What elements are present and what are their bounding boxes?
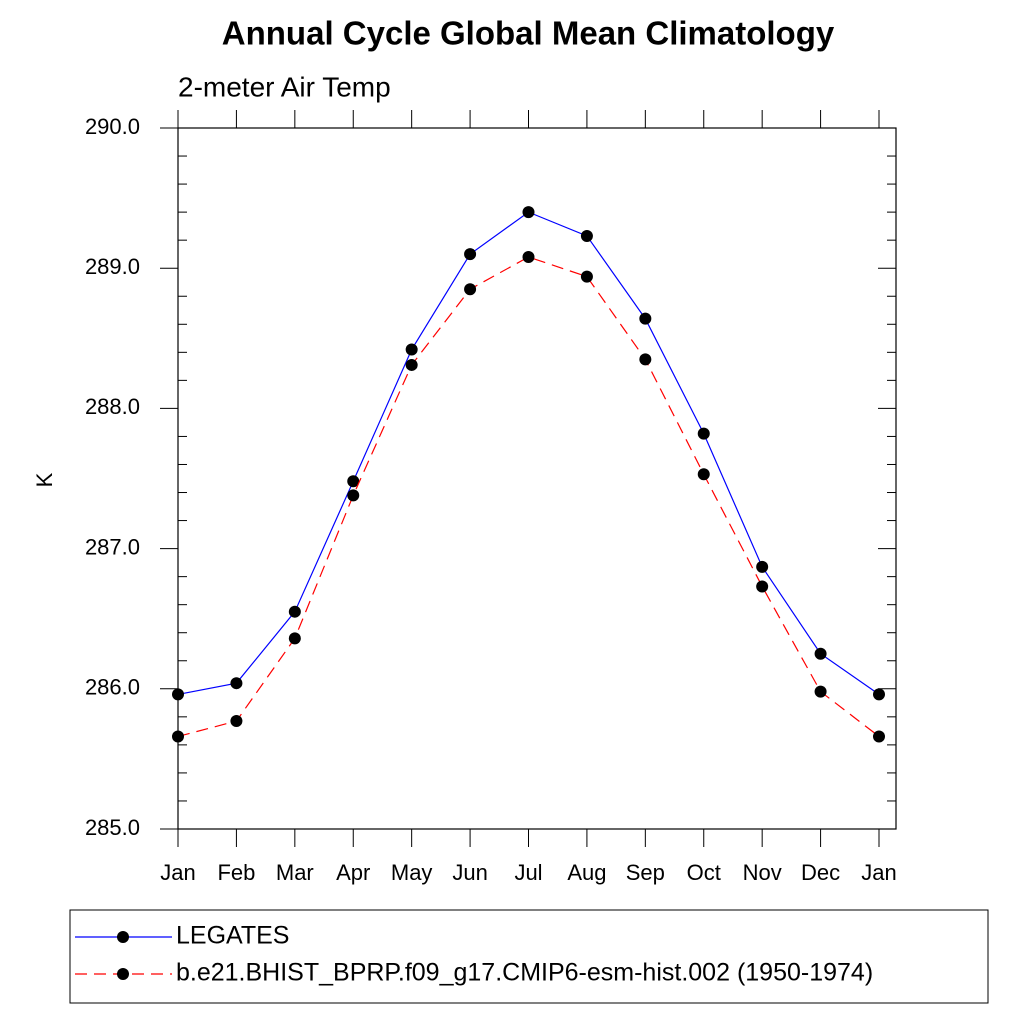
x-tick-label: Sep xyxy=(626,860,665,885)
y-tick-label: 286.0 xyxy=(85,675,140,700)
x-tick-label: Jan xyxy=(160,860,195,885)
data-point xyxy=(756,580,769,593)
data-point xyxy=(756,560,769,573)
data-point xyxy=(580,270,593,283)
y-tick-label: 288.0 xyxy=(85,394,140,419)
series-line xyxy=(177,211,880,695)
x-tick-label: Nov xyxy=(743,860,782,885)
x-tick-label: Aug xyxy=(567,860,606,885)
x-tick-label: Feb xyxy=(217,860,255,885)
data-point xyxy=(288,605,301,618)
data-point xyxy=(639,353,652,366)
data-point xyxy=(172,688,184,701)
x-tick-label: Apr xyxy=(336,860,370,885)
series-line xyxy=(177,256,880,738)
legend-label: LEGATES xyxy=(176,922,289,950)
x-tick-label: Jun xyxy=(452,860,487,885)
data-point xyxy=(697,468,710,481)
y-tick-label: 289.0 xyxy=(85,254,140,279)
data-point xyxy=(522,250,535,263)
data-point xyxy=(230,677,243,690)
data-point xyxy=(814,685,827,698)
data-point xyxy=(873,730,885,743)
legend-marker xyxy=(117,968,129,980)
data-point xyxy=(230,715,243,728)
data-point xyxy=(580,229,593,242)
data-point xyxy=(288,632,301,645)
data-point xyxy=(347,489,360,502)
x-tick-label: Dec xyxy=(801,860,840,885)
data-point xyxy=(697,427,710,440)
data-point xyxy=(522,206,535,219)
data-point xyxy=(873,688,885,701)
y-tick-label: 287.0 xyxy=(85,534,140,559)
legend-marker xyxy=(117,931,129,943)
plot-frame xyxy=(177,127,897,830)
chart-subtitle: 2-meter Air Temp xyxy=(178,71,391,102)
x-tick-label: Jul xyxy=(514,860,542,885)
legend-box xyxy=(69,909,989,1004)
data-point xyxy=(172,730,184,743)
data-point xyxy=(405,358,418,371)
data-point xyxy=(347,475,360,488)
data-point xyxy=(464,283,477,296)
y-tick-label: 285.0 xyxy=(85,815,140,840)
chart-title: Annual Cycle Global Mean Climatology xyxy=(222,15,835,52)
legend-label: b.e21.BHIST_BPRP.f09_g17.CMIP6-esm-hist.… xyxy=(176,959,873,987)
x-tick-label: May xyxy=(391,860,433,885)
data-point xyxy=(405,343,418,356)
data-point xyxy=(464,248,477,261)
data-point xyxy=(639,312,652,325)
x-tick-label: Mar xyxy=(276,860,314,885)
x-tick-label: Jan xyxy=(861,860,896,885)
y-axis-label: K xyxy=(32,472,57,487)
data-point xyxy=(814,647,827,660)
x-tick-label: Oct xyxy=(687,860,721,885)
y-tick-label: 290.0 xyxy=(85,114,140,139)
